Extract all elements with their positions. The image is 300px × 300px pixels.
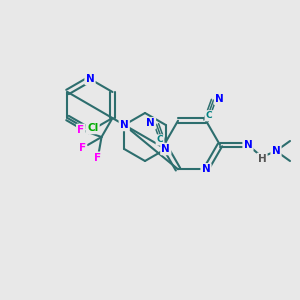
Text: C: C [206,111,212,120]
Text: N: N [244,140,252,150]
Text: N: N [215,94,224,104]
Text: H: H [258,154,266,164]
Text: N: N [161,144,170,154]
Text: F: F [94,153,101,163]
Text: N: N [202,164,210,174]
Text: Cl: Cl [87,123,98,133]
Text: N: N [146,118,155,128]
Text: N: N [120,120,129,130]
Text: N: N [272,146,280,156]
Text: N: N [85,74,94,84]
Text: F: F [79,142,86,153]
Text: F: F [77,125,84,135]
Text: C: C [157,136,163,145]
